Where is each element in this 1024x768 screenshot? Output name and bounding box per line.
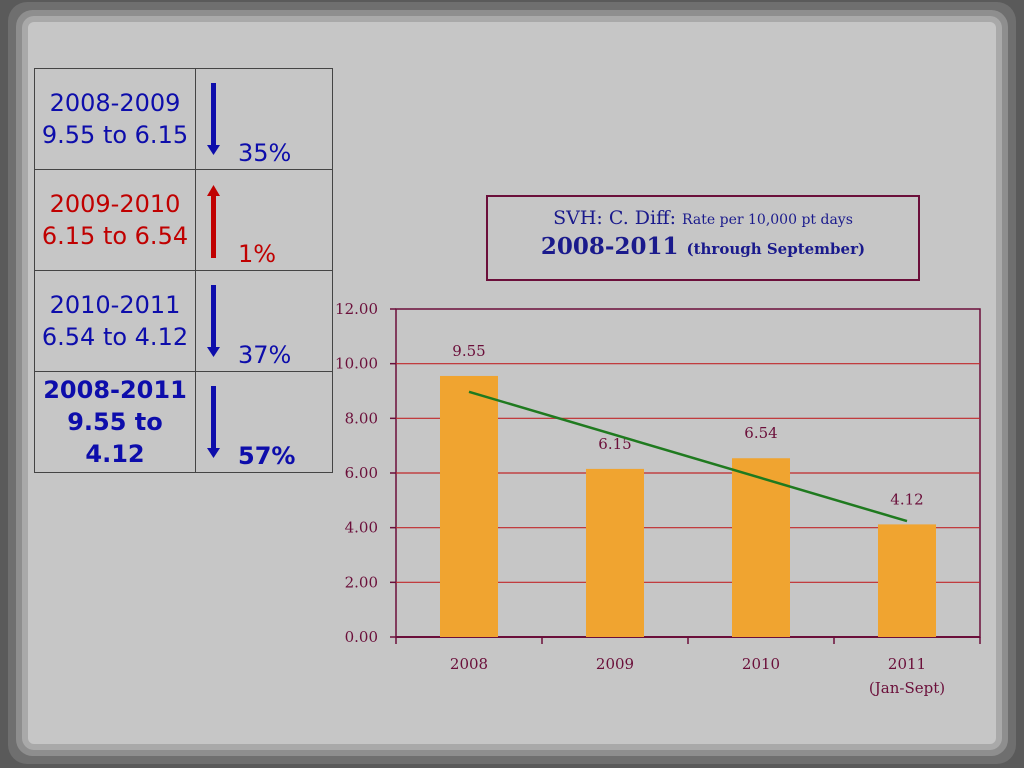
x-tick-label: 2010 <box>742 655 780 673</box>
trend-line <box>468 390 908 523</box>
summary-change: 6.54 to 4.12 <box>41 323 189 351</box>
data-label: 9.55 <box>452 342 485 360</box>
summary-period: 2008-2009 <box>49 89 181 117</box>
y-tick-label: 8.00 <box>345 409 378 427</box>
summary-table: 2008-2009 9.55 to 6.15 35% 2009-2010 6.15 to… <box>34 68 333 473</box>
summary-change: 9.55 to 6.15 <box>41 121 189 149</box>
summary-label-cell: 2008-2009 9.55 to 6.15 <box>34 68 196 170</box>
summary-percent: 35% <box>238 139 292 167</box>
summary-label-cell: 2010-2011 6.54 to 4.12 <box>34 270 196 372</box>
bar <box>732 458 790 637</box>
summary-arrow-cell: 35% <box>195 68 333 170</box>
y-tick-label: 6.00 <box>345 464 378 482</box>
summary-period: 2009-2010 <box>49 190 181 218</box>
summary-arrow-cell: 37% <box>195 270 333 372</box>
summary-row: 2008-2009 9.55 to 6.15 35% <box>34 68 333 170</box>
chart-title-line2: 2008-2011 (through September) <box>488 233 918 260</box>
chart-title-note: (through September) <box>686 240 866 258</box>
bar <box>586 468 644 637</box>
chart-title-years: 2008-2011 <box>540 233 679 260</box>
y-tick-label: 4.00 <box>345 519 378 537</box>
summary-percent: 1% <box>238 240 277 268</box>
chart-title-line1: SVH: C. Diff: Rate per 10,000 pt days <box>488 207 918 229</box>
data-label: 4.12 <box>890 490 923 508</box>
x-tick-label: 2011 <box>888 655 926 673</box>
summary-row: 2008-2011 9.55 to 4.12 57% <box>34 371 333 473</box>
arrow-down-icon <box>207 83 220 155</box>
summary-label-cell: 2008-2011 9.55 to 4.12 <box>34 371 196 473</box>
x-tick-label: 2009 <box>596 655 634 673</box>
chart-title-box: SVH: C. Diff: Rate per 10,000 pt days 20… <box>486 195 920 281</box>
summary-period: 2008-2011 <box>43 376 187 404</box>
chart-title-sub: Rate per 10,000 pt days <box>682 212 853 228</box>
arrow-down-icon <box>207 285 220 357</box>
bar <box>440 375 498 637</box>
chart-title-main: SVH: C. Diff: <box>553 207 676 229</box>
data-label: 6.15 <box>598 435 631 453</box>
summary-arrow-cell: 57% <box>195 371 333 473</box>
summary-change: 6.15 to 6.54 <box>41 222 189 250</box>
summary-period: 2010-2011 <box>49 291 181 319</box>
summary-percent: 57% <box>238 442 296 470</box>
y-tick-label: 12.00 <box>335 300 378 318</box>
summary-row: 2010-2011 6.54 to 4.12 37% <box>34 270 333 372</box>
x-tick-sublabel: (Jan-Sept) <box>869 679 945 697</box>
bar <box>878 524 936 637</box>
x-tick-label: 2008 <box>450 655 488 673</box>
summary-change: 9.55 to 4.12 <box>67 408 163 468</box>
summary-arrow-cell: 1% <box>195 169 333 271</box>
y-tick-label: 0.00 <box>345 628 378 646</box>
summary-percent: 37% <box>238 341 292 369</box>
y-tick-label: 2.00 <box>345 573 378 591</box>
data-label: 6.54 <box>744 424 777 442</box>
y-tick-label: 10.00 <box>335 355 378 373</box>
arrow-down-icon <box>207 386 220 458</box>
arrow-up-icon <box>207 185 220 258</box>
